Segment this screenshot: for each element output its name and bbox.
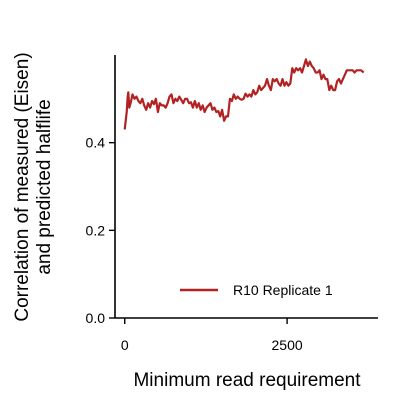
series-line-0 <box>123 58 365 130</box>
x-ticks: 0 2500 <box>121 318 303 353</box>
plot-area <box>123 58 365 130</box>
x-tick-label: 2500 <box>272 337 303 353</box>
y-axis-label-line-2: and predicted halflife <box>34 99 55 274</box>
y-tick-label: 0.2 <box>86 222 106 238</box>
legend-label: R10 Replicate 1 <box>233 282 333 298</box>
x-tick-label: 0 <box>121 337 129 353</box>
y-tick-label: 0.0 <box>86 310 106 326</box>
y-axis-label-line-1: Correlation of measured (Eisen) <box>12 52 33 321</box>
y-axis-label: Correlation of measured (Eisen) and pred… <box>12 52 55 321</box>
legend: R10 Replicate 1 <box>180 282 333 298</box>
x-axis-label: Minimum read requirement <box>133 370 361 391</box>
y-ticks: 0.0 0.2 0.4 <box>86 135 115 326</box>
y-tick-label: 0.4 <box>86 135 106 151</box>
